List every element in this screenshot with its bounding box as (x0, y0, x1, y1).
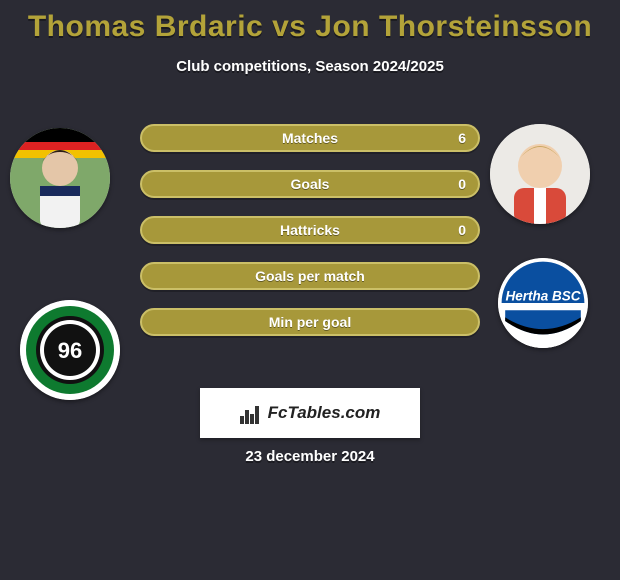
stat-label: Goals per match (142, 264, 478, 288)
svg-text:96: 96 (58, 338, 82, 363)
club-badge-left: 96 (20, 300, 120, 400)
bars-icon (240, 402, 262, 424)
svg-text:Hertha BSC: Hertha BSC (505, 288, 580, 303)
footer-date: 23 december 2024 (0, 448, 620, 465)
stat-row-goals-per-match: Goals per match (140, 262, 480, 290)
stat-rows: Matches 6 Goals 0 Hattricks 0 Goals per … (140, 124, 480, 354)
footer-logo: FcTables.com (200, 388, 420, 438)
stat-row-hattricks: Hattricks 0 (140, 216, 480, 244)
footer-brand: FcTables.com (268, 403, 381, 423)
stat-label: Goals (142, 172, 478, 196)
stat-label: Min per goal (142, 310, 478, 334)
subtitle: Club competitions, Season 2024/2025 (0, 58, 620, 75)
club-badge-right: Hertha BSC (498, 258, 588, 348)
stat-row-matches: Matches 6 (140, 124, 480, 152)
stat-right-value: 0 (458, 218, 466, 242)
stat-row-goals: Goals 0 (140, 170, 480, 198)
stat-right-value: 6 (458, 126, 466, 150)
stat-right-value: 0 (458, 172, 466, 196)
stat-row-min-per-goal: Min per goal (140, 308, 480, 336)
player-left-avatar (10, 128, 110, 228)
player-right-avatar (490, 124, 590, 224)
stat-label: Hattricks (142, 218, 478, 242)
page-title: Thomas Brdaric vs Jon Thorsteinsson (0, 0, 620, 44)
stat-label: Matches (142, 126, 478, 150)
